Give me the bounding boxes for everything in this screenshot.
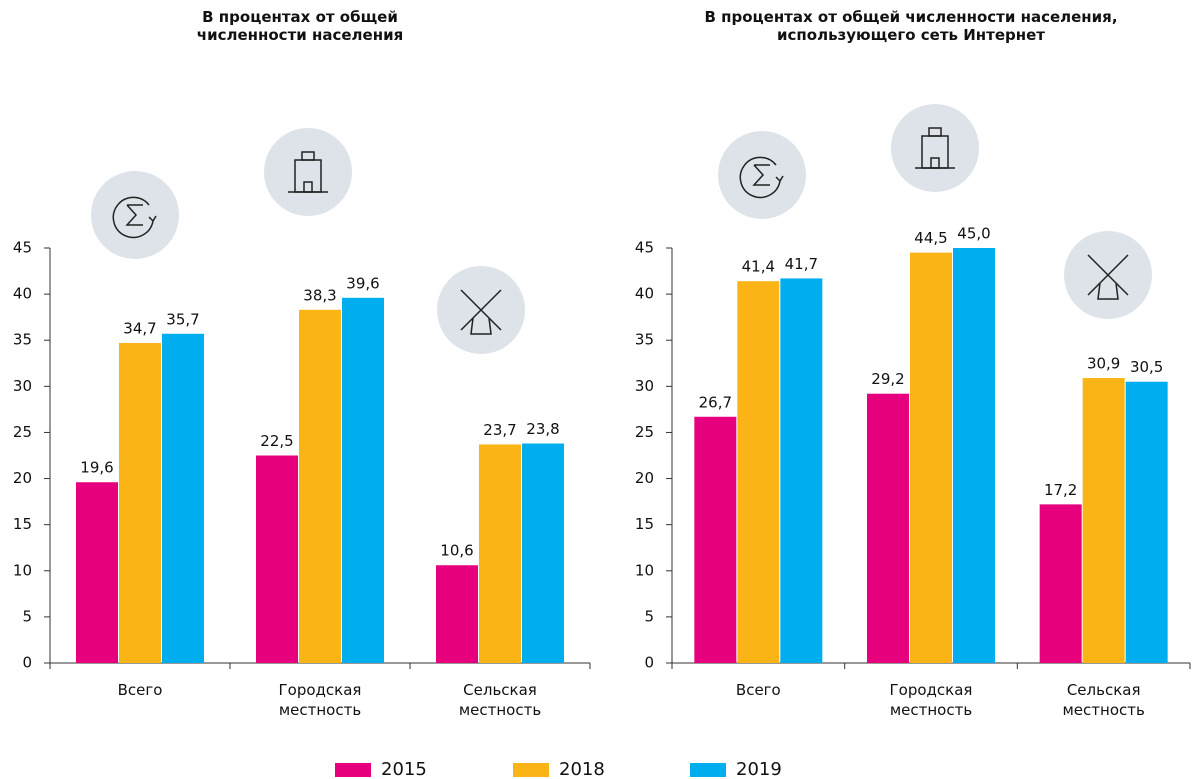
y-tick-label: 20	[635, 469, 654, 487]
bar	[1082, 378, 1125, 663]
y-tick-label: 30	[13, 377, 32, 395]
y-tick-label: 5	[22, 607, 32, 625]
icon-building	[264, 128, 352, 216]
bar	[953, 248, 995, 663]
bar	[737, 281, 780, 663]
legend-label: 2019	[736, 759, 782, 779]
y-tick-label: 35	[13, 331, 32, 349]
bar	[479, 444, 521, 663]
x-tick-label: Сельская местность	[458, 681, 542, 719]
bar	[694, 416, 737, 663]
data-label: 34,7	[123, 319, 156, 337]
bar	[522, 443, 564, 663]
icon-windmill	[1064, 231, 1152, 319]
legend-swatch	[690, 763, 726, 777]
data-label: 29,2	[871, 370, 904, 388]
x-tick-label: Городская местность	[889, 681, 973, 719]
y-tick-label: 0	[644, 654, 654, 672]
y-tick-label: 25	[635, 423, 654, 441]
data-label: 19,6	[80, 459, 113, 477]
data-label: 38,3	[303, 286, 336, 304]
x-tick-label: Городская местность	[278, 681, 362, 719]
legend-label: 2018	[559, 759, 605, 779]
data-label: 22,5	[260, 432, 293, 450]
data-label: 39,6	[346, 274, 379, 292]
bar	[780, 278, 823, 663]
y-tick-label: 15	[635, 515, 654, 533]
y-tick-label: 35	[635, 331, 654, 349]
icon-windmill	[437, 266, 525, 354]
icon-building	[891, 104, 979, 192]
y-tick-label: 25	[13, 423, 32, 441]
data-label: 44,5	[914, 229, 947, 247]
y-tick-label: 30	[635, 377, 654, 395]
legend-label: 2015	[381, 759, 427, 779]
data-label: 35,7	[166, 310, 199, 328]
data-label: 41,7	[785, 255, 818, 273]
bar	[867, 393, 909, 663]
x-tick-label: Всего	[117, 681, 163, 699]
y-tick-label: 45	[635, 239, 654, 257]
data-label: 30,5	[1130, 358, 1163, 376]
bar	[299, 309, 341, 663]
legend-swatch	[335, 763, 371, 777]
x-tick-label: Сельская местность	[1062, 681, 1145, 719]
data-label: 23,7	[483, 421, 516, 439]
y-tick-label: 20	[13, 469, 32, 487]
y-tick-label: 0	[22, 654, 32, 672]
y-tick-label: 5	[644, 607, 654, 625]
data-label: 30,9	[1087, 355, 1120, 373]
chart-title: В процентах от общей численности населен…	[704, 8, 1118, 44]
bar	[910, 252, 952, 663]
y-tick-label: 40	[635, 285, 654, 303]
x-tick-label: Всего	[735, 681, 781, 699]
bar	[1039, 504, 1082, 663]
legend-swatch	[513, 763, 549, 777]
bar	[436, 565, 478, 663]
data-label: 17,2	[1044, 481, 1077, 499]
y-tick-label: 40	[13, 285, 32, 303]
chart-title: В процентах от общей численности населен…	[196, 8, 404, 44]
bar	[76, 482, 118, 663]
bar	[119, 342, 161, 663]
y-tick-label: 10	[635, 561, 654, 579]
data-label: 23,8	[526, 420, 559, 438]
y-tick-label: 10	[13, 561, 32, 579]
bar	[1125, 381, 1168, 663]
data-label: 10,6	[440, 542, 473, 560]
icon-sum	[718, 131, 806, 219]
data-label: 41,4	[742, 258, 775, 276]
bar	[256, 455, 298, 663]
y-tick-label: 45	[13, 239, 32, 257]
bar	[342, 297, 384, 663]
y-tick-label: 15	[13, 515, 32, 533]
data-label: 45,0	[957, 225, 990, 243]
icon-sum	[91, 171, 179, 259]
data-label: 26,7	[699, 393, 732, 411]
bar	[162, 333, 204, 663]
